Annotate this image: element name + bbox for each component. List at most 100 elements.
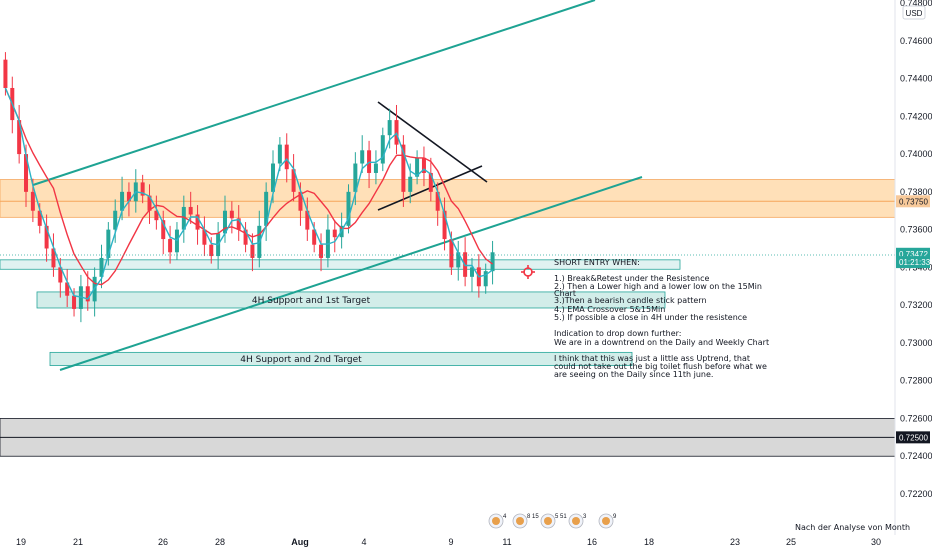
candle-body[interactable] [85,286,90,302]
candle-body[interactable] [24,154,29,192]
price-axis[interactable]: 0.74800 0.74600 0.74400 0.74200 0.74000 0.738… [894,0,932,535]
candle-body[interactable] [44,225,49,249]
candle-body[interactable] [305,210,310,230]
candle-body[interactable] [360,150,365,164]
candle-body[interactable] [154,210,159,221]
candle-body[interactable] [229,210,234,219]
candle-body[interactable] [99,257,104,277]
price-label-tag[interactable] [896,195,930,208]
candle-body[interactable] [188,206,193,215]
candle-body[interactable] [195,214,200,230]
candle-body[interactable] [291,169,296,192]
candle-body[interactable] [277,144,282,164]
zone-target-2[interactable] [49,351,633,366]
candle-body[interactable] [442,210,447,240]
candle-body[interactable] [30,191,35,211]
candle-body[interactable] [373,163,378,173]
note-line: Chart [554,289,576,298]
candle-body[interactable] [483,271,488,287]
time-axis[interactable]: 19 21 26 28 Aug 4 9 11 16 18 23 25 30 [16,537,881,547]
candle-body[interactable] [72,295,77,309]
zone-target-1[interactable] [36,291,666,309]
time-tick-label: 9 [448,537,453,547]
candle-body[interactable] [284,144,289,170]
candle-body[interactable] [319,244,324,258]
candle-body[interactable] [346,191,351,226]
note-line: We are in a downtrend on the Daily and W… [554,338,769,347]
candle-body[interactable] [271,163,276,192]
zone-current-range[interactable] [0,259,681,270]
price-tick-label: 0.73600 [900,225,932,235]
candle-body[interactable] [58,267,63,283]
economic-event-icon[interactable]: 3 [568,513,587,529]
candle-body[interactable] [181,206,186,230]
economic-event-icon[interactable]: 4 [488,513,507,529]
price-tick-label: 0.74800 [900,0,932,8]
candle-body[interactable] [428,172,433,192]
candle-body[interactable] [415,157,420,177]
price-label-text: 01:21:33 [899,258,931,267]
note-line: 3.)Then a bearish candle stick pattern [554,296,707,305]
economic-event-icon[interactable]: 5 51 [540,513,567,529]
candle-body[interactable] [113,210,118,230]
candle-body[interactable] [490,252,495,272]
candle-body[interactable] [126,191,131,202]
candle-body[interactable] [222,210,227,234]
candle-body[interactable] [202,229,207,245]
note-line: could not take out the big toilet flush … [554,362,767,371]
candle-body[interactable] [312,229,317,245]
candle-body[interactable] [435,191,440,211]
candle-body[interactable] [161,220,166,240]
candle-body[interactable] [3,59,8,88]
candle-body[interactable] [380,135,385,164]
candle-body[interactable] [469,267,474,277]
price-label-tag[interactable] [896,431,930,444]
candle-body[interactable] [449,239,454,268]
candle-body[interactable] [250,244,255,258]
candle-body[interactable] [168,239,173,253]
channel-lower-line[interactable] [59,176,643,371]
time-tick-label: 4 [361,537,366,547]
candle-body[interactable] [65,282,70,296]
price-tick-label: 0.73800 [900,187,932,197]
candle-body[interactable] [209,244,214,257]
channel-upper-line[interactable] [32,0,596,186]
time-tick-label: 23 [730,537,740,547]
economic-event-icon[interactable]: 8 15 [512,513,539,529]
price-tick-label: 0.72200 [900,489,932,499]
candle-body[interactable] [421,157,426,173]
svg-text:8 15: 8 15 [527,514,539,520]
note-line: are seeing on the Daily since 11th june. [554,370,713,379]
zone-label-target-2: 4H Support and 2nd Target [240,355,362,365]
target-marker-icon[interactable] [521,265,535,279]
candle-body[interactable] [236,218,241,230]
candle-body[interactable] [298,191,303,211]
candle-body[interactable] [332,229,337,238]
candle-body[interactable] [243,229,248,245]
candle-body[interactable] [120,191,125,211]
candle-body[interactable] [353,163,358,192]
candle-body[interactable] [140,182,145,196]
price-tick-label: 0.72600 [900,413,932,423]
ma-blue-line[interactable] [4,87,494,300]
candle-body[interactable] [51,248,56,268]
currency-badge[interactable]: USD [902,5,926,20]
candle-body[interactable] [147,195,152,211]
price-label-tag[interactable] [896,256,930,269]
time-tick-label: 19 [16,537,26,547]
candle-body[interactable] [37,210,42,226]
candle-body[interactable] [408,176,413,192]
candle-body[interactable] [106,229,111,258]
note-line: I think that this was just a little ass … [554,354,750,363]
economic-event-icon[interactable]: 9 [598,513,617,529]
candle-body[interactable] [387,120,392,136]
ma-red-line[interactable] [4,87,494,286]
candle-body[interactable] [264,191,269,226]
candle-body[interactable] [17,120,22,155]
candle-body[interactable] [401,144,406,192]
candle-body[interactable] [456,252,461,268]
price-tick-label: 0.72400 [900,451,932,461]
svg-text:3: 3 [583,514,587,520]
